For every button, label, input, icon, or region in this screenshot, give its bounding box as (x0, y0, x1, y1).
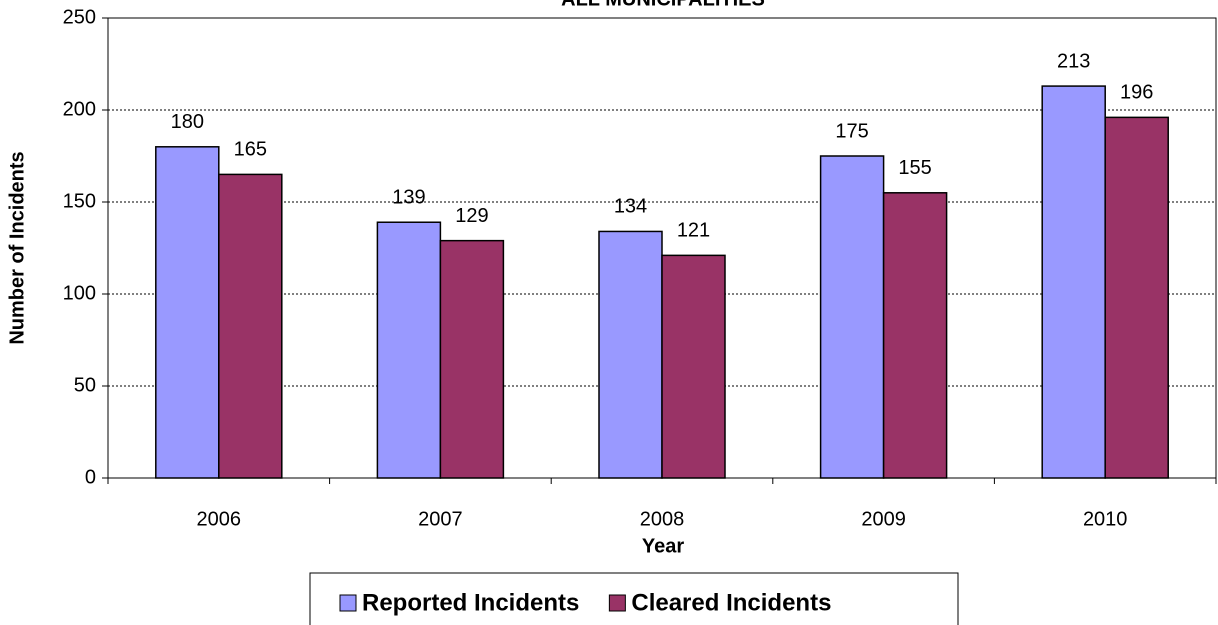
y-tick-label: 250 (63, 6, 96, 28)
bar (661, 254, 726, 479)
legend-box (309, 572, 959, 625)
data-label: 165 (234, 139, 267, 161)
y-tick-label: 50 (74, 374, 96, 396)
y-tick-label: 100 (63, 282, 96, 304)
data-label: 155 (898, 157, 931, 179)
x-axis-title: Year (642, 535, 684, 557)
bar (882, 192, 948, 479)
bar (1104, 116, 1169, 479)
data-label: 213 (1057, 50, 1090, 72)
data-label: 180 (171, 111, 204, 133)
y-axis-title: Number of Incidents (6, 151, 28, 344)
legend-label: Reported Incidents (362, 589, 579, 616)
y-tick-label: 0 (85, 466, 96, 488)
x-tick-label: 2009 (861, 508, 906, 530)
bar (376, 221, 442, 479)
chart-title: ALL MUNICIPALITIES (561, 0, 765, 10)
y-tick-label: 150 (63, 190, 96, 212)
x-tick-label: 2006 (197, 508, 242, 530)
x-tick-label: 2008 (640, 508, 685, 530)
data-label: 139 (392, 187, 425, 209)
x-tick-label: 2010 (1083, 508, 1128, 530)
x-tick-label: 2007 (418, 508, 463, 530)
legend-swatch (608, 594, 626, 612)
bar (439, 239, 505, 479)
legend-label: Cleared Incidents (631, 589, 831, 616)
data-label: 121 (677, 220, 710, 242)
legend-swatch (339, 594, 357, 612)
data-label: 175 (835, 120, 868, 142)
bar (598, 230, 663, 479)
data-label: 196 (1120, 82, 1153, 104)
y-tick-label: 200 (63, 98, 96, 120)
data-label: 134 (614, 196, 647, 218)
bar (218, 173, 283, 479)
bar (819, 155, 885, 479)
bar (1041, 85, 1106, 479)
data-label: 129 (455, 205, 488, 227)
bar (155, 146, 220, 479)
